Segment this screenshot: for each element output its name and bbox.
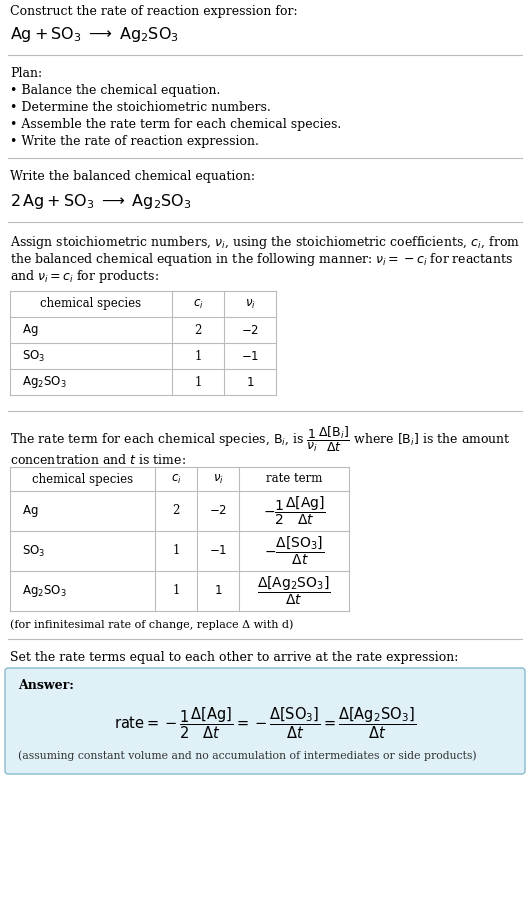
Text: $c_i$: $c_i$ bbox=[192, 298, 204, 310]
Text: 2: 2 bbox=[172, 504, 180, 518]
Text: 1: 1 bbox=[172, 584, 180, 598]
Text: 1: 1 bbox=[195, 349, 202, 362]
Text: $c_i$: $c_i$ bbox=[171, 472, 181, 486]
Text: chemical species: chemical species bbox=[32, 472, 133, 486]
Text: $-2$: $-2$ bbox=[209, 504, 227, 518]
Text: $\mathrm{Ag}$: $\mathrm{Ag}$ bbox=[22, 322, 38, 338]
Text: $\mathrm{Ag + SO_3 \;\longrightarrow\; Ag_2SO_3}$: $\mathrm{Ag + SO_3 \;\longrightarrow\; A… bbox=[10, 25, 179, 44]
Text: $1$: $1$ bbox=[214, 584, 222, 598]
Text: Plan:: Plan: bbox=[10, 67, 42, 80]
Text: the balanced chemical equation in the following manner: $\nu_i = -c_i$ for react: the balanced chemical equation in the fo… bbox=[10, 251, 513, 268]
Text: (assuming constant volume and no accumulation of intermediates or side products): (assuming constant volume and no accumul… bbox=[18, 751, 476, 761]
Text: $\mathrm{rate} = -\dfrac{1}{2}\dfrac{\Delta[\mathrm{Ag}]}{\Delta t} = -\dfrac{\D: $\mathrm{rate} = -\dfrac{1}{2}\dfrac{\De… bbox=[114, 705, 416, 741]
Text: and $\nu_i = c_i$ for products:: and $\nu_i = c_i$ for products: bbox=[10, 268, 159, 285]
Text: $\nu_i$: $\nu_i$ bbox=[213, 472, 224, 486]
Text: • Assemble the rate term for each chemical species.: • Assemble the rate term for each chemic… bbox=[10, 118, 341, 131]
Text: • Balance the chemical equation.: • Balance the chemical equation. bbox=[10, 84, 220, 97]
Text: Answer:: Answer: bbox=[18, 679, 74, 692]
Text: $1$: $1$ bbox=[246, 376, 254, 389]
Text: $\mathrm{2\,Ag + SO_3 \;\longrightarrow\; Ag_2SO_3}$: $\mathrm{2\,Ag + SO_3 \;\longrightarrow\… bbox=[10, 192, 192, 211]
Text: chemical species: chemical species bbox=[40, 298, 142, 310]
Text: • Determine the stoichiometric numbers.: • Determine the stoichiometric numbers. bbox=[10, 101, 271, 114]
Text: $\nu_i$: $\nu_i$ bbox=[244, 298, 255, 310]
Text: $\mathrm{Ag}$: $\mathrm{Ag}$ bbox=[22, 503, 38, 519]
Text: 1: 1 bbox=[195, 376, 202, 389]
Text: (for infinitesimal rate of change, replace Δ with d): (for infinitesimal rate of change, repla… bbox=[10, 619, 294, 630]
Text: The rate term for each chemical species, $\mathrm{B}_i$, is $\dfrac{1}{\nu_i}\df: The rate term for each chemical species,… bbox=[10, 425, 511, 454]
Text: concentration and $t$ is time:: concentration and $t$ is time: bbox=[10, 453, 186, 467]
Text: $-\dfrac{1}{2}\dfrac{\Delta[\mathrm{Ag}]}{\Delta t}$: $-\dfrac{1}{2}\dfrac{\Delta[\mathrm{Ag}]… bbox=[262, 495, 325, 527]
Text: $\mathrm{SO_3}$: $\mathrm{SO_3}$ bbox=[22, 543, 46, 559]
Text: Construct the rate of reaction expression for:: Construct the rate of reaction expressio… bbox=[10, 5, 298, 18]
FancyBboxPatch shape bbox=[5, 668, 525, 774]
Text: $-1$: $-1$ bbox=[241, 349, 259, 362]
Text: Write the balanced chemical equation:: Write the balanced chemical equation: bbox=[10, 170, 255, 183]
Text: Set the rate terms equal to each other to arrive at the rate expression:: Set the rate terms equal to each other t… bbox=[10, 651, 458, 664]
Text: $-1$: $-1$ bbox=[209, 544, 227, 558]
Text: $\mathrm{Ag_2SO_3}$: $\mathrm{Ag_2SO_3}$ bbox=[22, 583, 67, 599]
Text: $\dfrac{\Delta[\mathrm{Ag_2SO_3}]}{\Delta t}$: $\dfrac{\Delta[\mathrm{Ag_2SO_3}]}{\Delt… bbox=[257, 575, 331, 607]
Text: $\mathrm{Ag_2SO_3}$: $\mathrm{Ag_2SO_3}$ bbox=[22, 374, 67, 390]
Text: Assign stoichiometric numbers, $\nu_i$, using the stoichiometric coefficients, $: Assign stoichiometric numbers, $\nu_i$, … bbox=[10, 234, 520, 251]
Text: rate term: rate term bbox=[266, 472, 322, 486]
Text: $\mathrm{SO_3}$: $\mathrm{SO_3}$ bbox=[22, 349, 46, 364]
Text: 1: 1 bbox=[172, 544, 180, 558]
Text: • Write the rate of reaction expression.: • Write the rate of reaction expression. bbox=[10, 135, 259, 148]
Text: 2: 2 bbox=[195, 323, 202, 337]
Text: $-2$: $-2$ bbox=[241, 323, 259, 337]
Text: $-\dfrac{\Delta[\mathrm{SO_3}]}{\Delta t}$: $-\dfrac{\Delta[\mathrm{SO_3}]}{\Delta t… bbox=[264, 535, 324, 567]
